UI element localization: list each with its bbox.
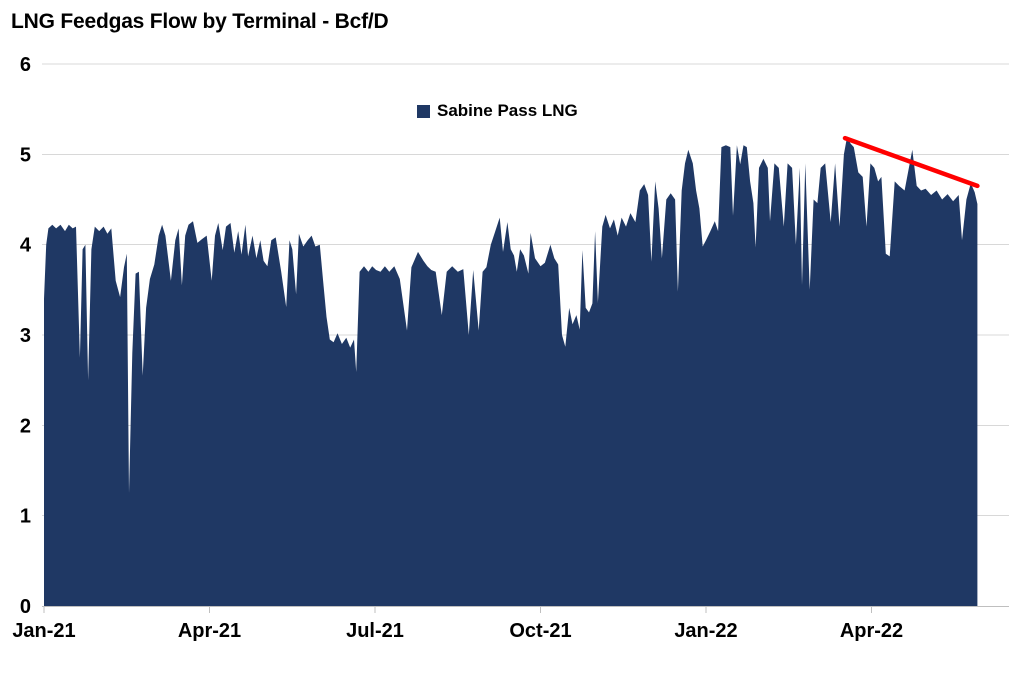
y-tick-label: 4 — [20, 235, 32, 257]
x-tick-label: Jan-21 — [12, 620, 75, 642]
y-tick-label: 3 — [20, 325, 31, 347]
y-tick-label: 6 — [20, 54, 31, 76]
legend: Sabine Pass LNG — [417, 101, 578, 121]
x-tick-label: Jan-22 — [674, 620, 737, 642]
legend-label: Sabine Pass LNG — [437, 101, 578, 120]
x-tick-label: Apr-21 — [178, 620, 241, 642]
y-tick-label: 0 — [20, 596, 31, 618]
y-tick-label: 2 — [20, 415, 31, 437]
y-tick-label: 1 — [20, 506, 31, 528]
trendline — [842, 135, 980, 189]
x-tick-label: Jul-21 — [346, 620, 404, 642]
y-tick-label: 5 — [20, 144, 31, 166]
area-series-sabine-pass — [44, 136, 978, 607]
x-tick-label: Oct-21 — [509, 620, 571, 642]
legend-swatch — [417, 104, 430, 118]
chart-title: LNG Feedgas Flow by Terminal - Bcf/D — [11, 10, 389, 33]
x-tick-label: Apr-22 — [840, 620, 903, 642]
